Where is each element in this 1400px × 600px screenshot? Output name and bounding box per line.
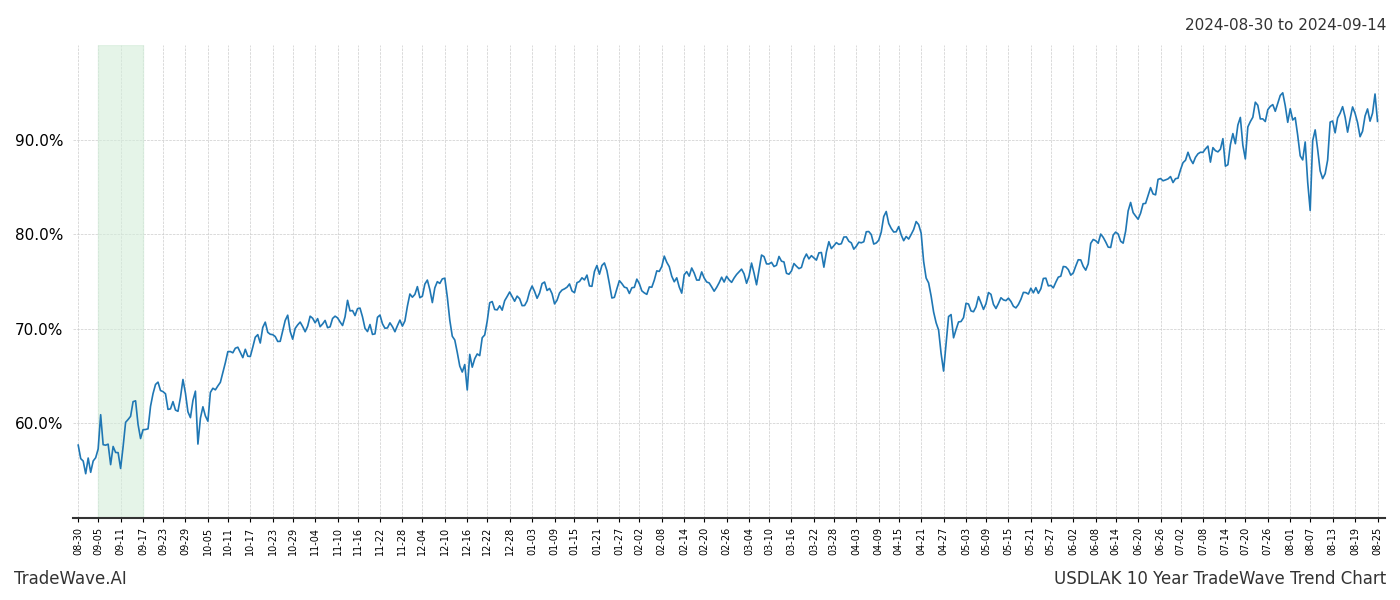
Text: 2024-08-30 to 2024-09-14: 2024-08-30 to 2024-09-14 [1184,18,1386,33]
Bar [98,45,143,518]
Text: USDLAK 10 Year TradeWave Trend Chart: USDLAK 10 Year TradeWave Trend Chart [1054,570,1386,588]
Text: TradeWave.AI: TradeWave.AI [14,570,127,588]
